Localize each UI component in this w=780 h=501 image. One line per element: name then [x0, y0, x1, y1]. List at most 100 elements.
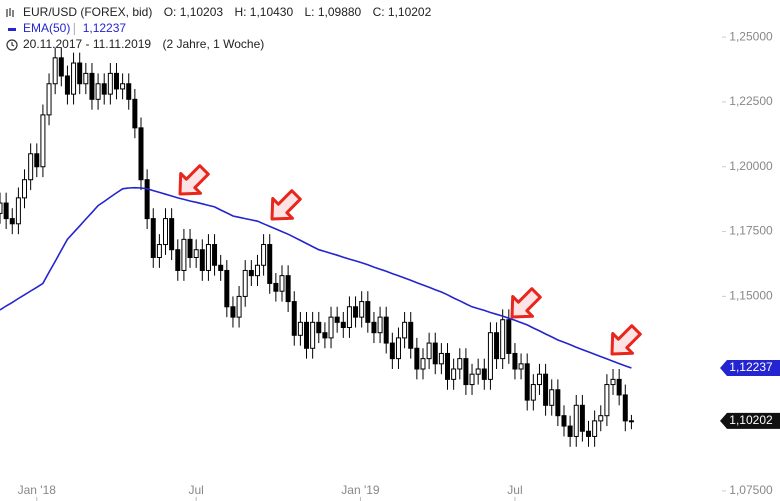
candle-body: [224, 269, 230, 308]
candle-body: [500, 319, 506, 360]
candle-body: [573, 404, 579, 437]
candle-body: [395, 337, 401, 360]
ema-value: 1,12237: [83, 21, 127, 35]
candle-body: [64, 75, 70, 95]
arrow: [270, 189, 302, 221]
candle-body: [494, 332, 500, 360]
date-line: 20.11.2017 - 11.11.2019 (2 Jahre, 1 Woch…: [23, 37, 264, 51]
candle-body: [242, 269, 248, 297]
y-tick-label: 1,25000: [729, 29, 773, 43]
candle-body: [463, 358, 469, 386]
candle-body: [512, 352, 518, 370]
candle-body: [144, 179, 150, 220]
candle-body: [377, 316, 383, 334]
candle-body: [604, 384, 610, 417]
candle-body: [389, 342, 395, 360]
candle-body: [408, 321, 414, 349]
candle-body: [187, 238, 193, 259]
candle-body: [628, 420, 634, 423]
candle-body: [28, 153, 34, 181]
candle-body: [291, 301, 297, 336]
candle-body: [475, 368, 481, 375]
candle-body: [616, 378, 622, 396]
x-tick-label: Jan '19: [341, 483, 380, 497]
candle-body: [279, 275, 285, 292]
candle-body: [236, 295, 242, 318]
period: (2 Jahre, 1 Woche): [162, 37, 264, 51]
candle-body: [481, 368, 487, 380]
candle-body: [89, 72, 95, 100]
candle-body: [9, 218, 15, 225]
candle-body: [555, 389, 561, 417]
y-tick-label: 1,17500: [729, 224, 773, 238]
candle-body: [432, 342, 438, 365]
clock-icon: [6, 39, 18, 51]
candle-body: [549, 389, 555, 406]
candle-body: [297, 321, 303, 336]
x-tick-label: Jan '18: [18, 483, 57, 497]
candle-body: [199, 249, 205, 271]
y-tick-label: 1,15000: [729, 289, 773, 303]
candle-body: [304, 321, 310, 349]
axes: 1,07500 1,15000 1,17500 1,20000 1,22500 1,250…: [18, 29, 780, 501]
candle-body: [230, 306, 236, 318]
candle-body: [426, 342, 432, 360]
open-label: O: 1,10203: [164, 5, 224, 19]
candle-body: [457, 358, 463, 370]
candle-body: [518, 363, 524, 370]
y-tick-label: 1,20000: [729, 159, 773, 173]
candle-body: [34, 153, 40, 168]
candle-body: [285, 275, 291, 303]
candle-body: [420, 358, 426, 370]
annotation-arrows: [178, 164, 642, 356]
candle-body: [77, 62, 83, 85]
x-tick-label: Jul: [188, 483, 203, 497]
candle-body: [536, 373, 542, 386]
candle-body: [120, 83, 126, 90]
candle-body: [218, 264, 224, 271]
arrow: [610, 324, 642, 356]
candle-body: [383, 316, 389, 344]
candle-body: [126, 83, 132, 100]
candle-body: [150, 218, 156, 259]
candle-body: [138, 127, 144, 181]
ema-line: [0, 186, 632, 369]
arrow: [178, 164, 210, 196]
candle-body: [592, 420, 598, 437]
candle-body: [205, 244, 211, 271]
candle-body: [561, 415, 567, 427]
candle-body: [543, 373, 549, 406]
candle-body: [261, 244, 267, 266]
candle-body: [22, 179, 28, 199]
candle-body: [132, 98, 138, 129]
candle-body: [346, 306, 352, 329]
candle-body: [113, 72, 119, 90]
candle-body: [445, 352, 451, 380]
candle-body: [310, 321, 316, 349]
instrument: EUR/USD (FOREX, bid): [23, 5, 152, 19]
candle-body: [95, 83, 101, 100]
candle-body: [267, 244, 273, 284]
price-tag-label: 1,10202: [729, 413, 773, 427]
candle-body: [58, 57, 64, 77]
date-range: 20.11.2017 - 11.11.2019: [23, 37, 151, 51]
candle-body: [254, 264, 260, 277]
candle-body: [212, 244, 218, 266]
candle-body: [175, 249, 181, 271]
candle-body: [328, 316, 334, 339]
candle-body: [163, 218, 169, 246]
candle-body: [340, 321, 346, 329]
ema-swatch: [8, 28, 16, 31]
candle-body: [71, 62, 77, 95]
ema-name: EMA(50): [23, 21, 70, 35]
candle-body: [83, 72, 89, 85]
candle-body: [359, 301, 365, 318]
candle-body: [414, 347, 420, 370]
candle-body: [248, 269, 254, 277]
close-label: C: 1,10202: [373, 5, 432, 19]
candle-body: [156, 244, 162, 259]
candle-body: [469, 373, 475, 386]
high-label: H: 1,10430: [234, 5, 293, 19]
candle-body: [40, 114, 46, 168]
candle-body: [586, 430, 592, 437]
